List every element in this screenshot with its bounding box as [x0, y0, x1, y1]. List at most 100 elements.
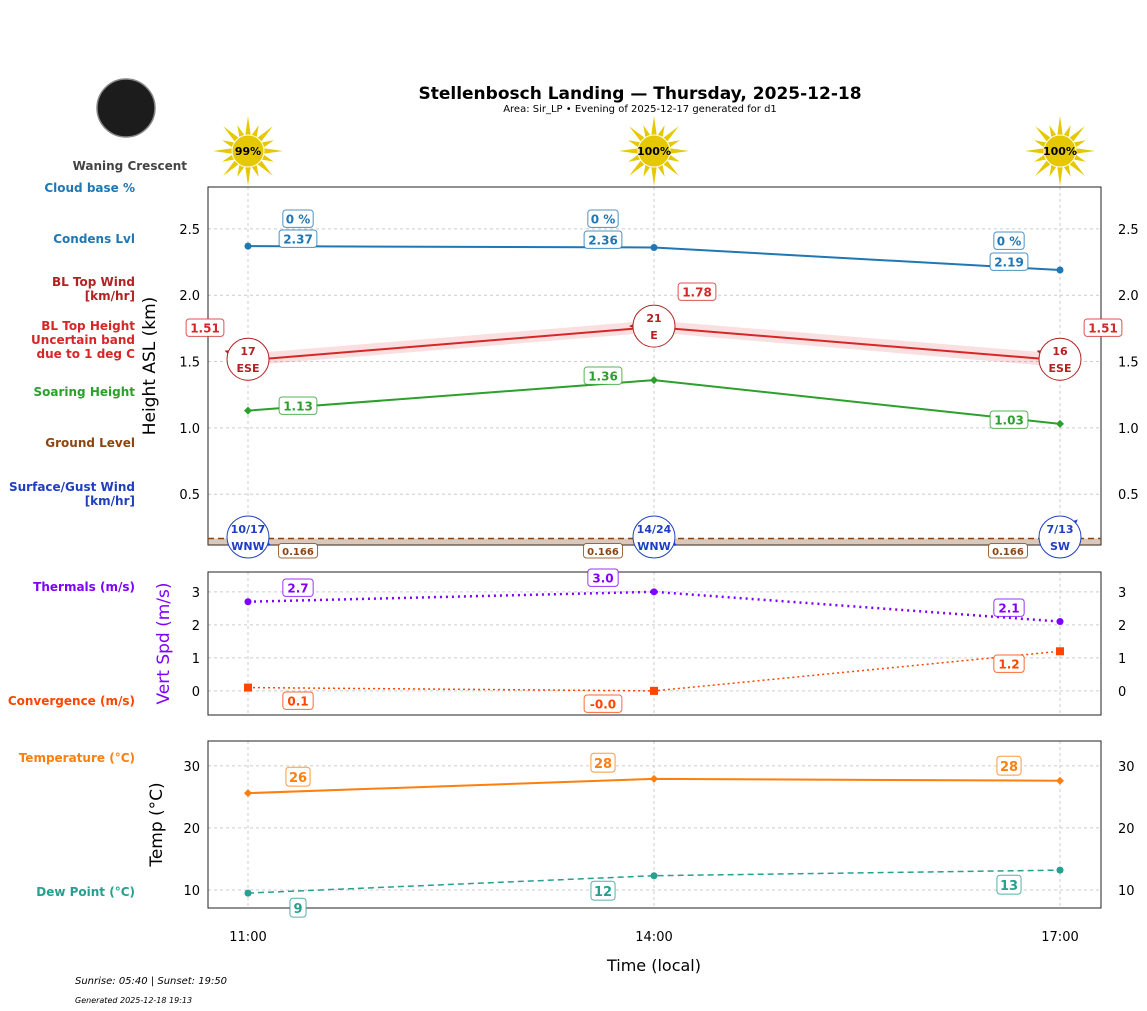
- bl-top-height-label: 1.78: [682, 286, 712, 300]
- y-tick-label-right: 30: [1118, 760, 1135, 775]
- ground-level-label: 0.166: [587, 547, 619, 558]
- y-tick-label-right: 2: [1118, 619, 1126, 634]
- dew-point-label: 9: [293, 902, 302, 917]
- dew-point-marker: [650, 872, 658, 880]
- sun-ray: [651, 166, 657, 186]
- sun-ray: [245, 116, 251, 136]
- sun-ray: [222, 154, 235, 162]
- convergence-label-box: [993, 654, 1025, 673]
- chart-title: Stellenbosch Landing — Thursday, 2025-12…: [418, 84, 861, 104]
- y-axis-label: Height ASL (km): [140, 297, 160, 436]
- sun-ray: [669, 148, 689, 154]
- condens-level-label: 2.19: [994, 256, 1024, 270]
- bl-top-height-label-box: [1083, 318, 1123, 337]
- ground-level-label-box: [278, 543, 318, 559]
- y-tick-label-left: 2.5: [179, 223, 200, 238]
- sun-ray: [657, 164, 665, 177]
- wind-speed: 7/13: [1047, 523, 1074, 536]
- convergence-marker: [650, 686, 658, 695]
- sun-ray: [1069, 160, 1085, 176]
- temperature-marker: [650, 774, 658, 783]
- sun-ray: [619, 148, 639, 154]
- convergence-marker: [1056, 647, 1064, 656]
- y-axis-label: Vert Spd (m/s): [154, 582, 174, 704]
- convergence-label: 1.2: [998, 658, 1019, 672]
- sun-icon: 99%: [213, 116, 283, 186]
- panel-frame: [207, 571, 1102, 716]
- side-label-bl-top-wind-line: [km/hr]: [81, 289, 135, 303]
- sun-ray: [657, 125, 665, 138]
- cloud-base-label-box: [993, 231, 1025, 250]
- side-label-dew-point-line: Dew Point (°C): [36, 885, 135, 899]
- sun-ray: [663, 126, 679, 142]
- sun-ray: [1057, 166, 1063, 186]
- sun-ray: [213, 148, 233, 154]
- y-tick-label-left: 2: [192, 619, 200, 634]
- wind-direction: ESE: [1049, 362, 1072, 375]
- wind-circle: [226, 515, 270, 559]
- sun-ray: [257, 126, 273, 142]
- side-label-cloud-base-line: Cloud base %: [44, 181, 135, 195]
- cloud-base-label: 0 %: [997, 235, 1022, 249]
- wind-circle: [1038, 515, 1082, 559]
- sun-ray: [261, 154, 274, 162]
- x-tick-label: 11:00: [229, 930, 266, 945]
- condens-level-label: 2.36: [588, 234, 618, 248]
- y-tick-label-left: 1.5: [179, 356, 200, 371]
- condens-level-label: 2.37: [283, 233, 313, 247]
- sun-ray: [651, 116, 657, 136]
- side-label-ground-level-line: Ground Level: [45, 436, 135, 450]
- wind-direction: WNW: [231, 540, 264, 553]
- side-label-bl-top-wind-line: BL Top Wind: [52, 275, 135, 289]
- convergence-marker: [244, 683, 252, 692]
- generated-time: Generated 2025-12-18 19:13: [75, 996, 192, 1005]
- bl-top-height-label-box: [677, 282, 717, 301]
- side-label-soaring-height-line: Soaring Height: [34, 385, 136, 399]
- wind-speed: 10/17: [231, 523, 266, 536]
- y-tick-label-left: 0: [192, 685, 200, 700]
- sun-ray: [237, 164, 245, 177]
- temperature-label: 28: [594, 757, 612, 772]
- bl-top-height-label-box: [185, 318, 225, 337]
- wind-circle: [632, 515, 676, 559]
- condens-level-label-box: [278, 229, 318, 248]
- sun-disc: [637, 134, 671, 168]
- y-tick-label-right: 10: [1118, 884, 1135, 899]
- side-label-convergence-line: Convergence (m/s): [8, 694, 135, 708]
- y-tick-label-left: 0.5: [179, 488, 200, 503]
- side-label-temperature-line: Temperature (°C): [19, 751, 135, 765]
- cloud-base-label-box: [587, 209, 619, 228]
- side-label-cloud-base: Cloud base %: [44, 181, 135, 195]
- side-label-temperature: Temperature (°C): [19, 751, 135, 765]
- cloud-base-label: 0 %: [286, 213, 311, 227]
- sun-ray: [223, 160, 239, 176]
- sun-disc: [231, 134, 265, 168]
- sun-ray: [223, 126, 239, 142]
- temperature-marker: [244, 789, 252, 798]
- condens-level-label-box: [989, 252, 1029, 271]
- sun-ray: [237, 125, 245, 138]
- y-tick-label-left: 1: [192, 652, 200, 667]
- condens-level-marker: [244, 242, 252, 250]
- soaring-height-marker: [1056, 419, 1064, 428]
- temperature-label: 26: [289, 771, 307, 786]
- dew-point-label: 13: [1000, 879, 1018, 894]
- sun-ray: [1069, 126, 1085, 142]
- side-label-convergence: Convergence (m/s): [8, 694, 135, 708]
- wind-circle: [632, 304, 676, 348]
- y-tick-label-right: 2.0: [1118, 289, 1139, 304]
- thermals-label: 3.0: [592, 572, 613, 586]
- sun-ray: [1049, 164, 1057, 177]
- sun-ray: [1035, 126, 1051, 142]
- side-label-condens-level: Condens Lvl: [53, 232, 135, 246]
- wind-speed: 16: [1052, 345, 1068, 358]
- cloud-base-label: 0 %: [591, 213, 616, 227]
- soaring-height-label-box: [583, 366, 623, 385]
- dew-point-marker: [1056, 866, 1064, 874]
- y-tick-label-right: 0: [1118, 685, 1126, 700]
- sun-ray: [629, 160, 645, 176]
- thermals-label: 2.7: [287, 582, 308, 596]
- wind-speed: 17: [240, 345, 255, 358]
- ground-level-label: 0.166: [282, 547, 314, 558]
- wind-direction: SW: [1050, 540, 1070, 553]
